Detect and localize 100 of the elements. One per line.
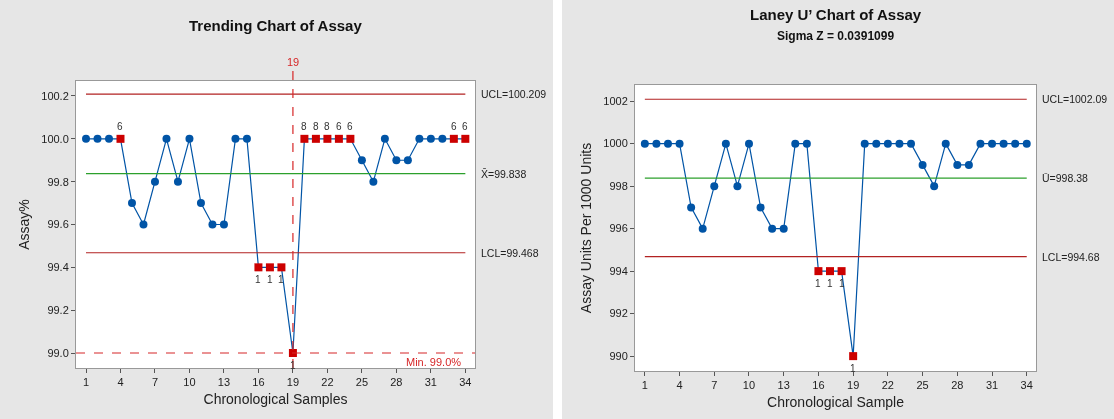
y-tick-label: 99.6 [47, 218, 69, 231]
point [860, 139, 869, 148]
annotation: 1 [290, 360, 296, 371]
point [698, 224, 707, 233]
annotation: 6 [462, 121, 468, 132]
point [895, 139, 904, 148]
x-tick-label: 22 [321, 376, 334, 389]
point [449, 134, 458, 143]
x-tick-label: 28 [951, 379, 964, 392]
point [415, 134, 424, 143]
point [941, 139, 950, 148]
annotation: 1 [850, 363, 856, 374]
annotation: 6 [117, 121, 123, 132]
y-tick-label: 99.2 [47, 304, 69, 317]
y-tick-label: 100.0 [41, 132, 69, 145]
x-tick-label: 19 [847, 379, 860, 392]
point [663, 139, 672, 148]
annotation: 6 [336, 121, 342, 132]
x-tick-label: 7 [711, 379, 718, 392]
y-tick-label: 1000 [603, 137, 628, 150]
point [999, 139, 1008, 148]
x-tick-label: 34 [1020, 379, 1033, 392]
point [976, 139, 985, 148]
ref-line-label: LCL=99.468 [481, 247, 539, 259]
point [872, 139, 881, 148]
annotation: 1 [278, 274, 284, 285]
point [219, 220, 228, 229]
annotation: 1 [827, 278, 833, 289]
x-tick-label: 19 [286, 376, 300, 389]
point [150, 177, 159, 186]
y-tick-label: 99.0 [47, 346, 69, 359]
point [652, 139, 661, 148]
y-tick-label: 1002 [603, 95, 628, 107]
x-tick-label: 34 [459, 376, 472, 389]
point [254, 263, 263, 272]
x-tick-label: 22 [881, 379, 894, 392]
x-axis-title: Chronological Samples [203, 390, 348, 407]
x-tick-label: 16 [252, 376, 265, 389]
point [438, 134, 447, 143]
ref-line-label: LCL=994.68 [1042, 251, 1100, 263]
x-tick-label: 13 [777, 379, 790, 392]
point [675, 139, 684, 148]
point [1011, 139, 1020, 148]
y-tick-label: 994 [609, 264, 628, 277]
point [953, 160, 962, 169]
point [242, 134, 251, 143]
x-tick-label: 16 [812, 379, 825, 392]
point [369, 177, 378, 186]
point [173, 177, 182, 186]
point [802, 139, 811, 148]
point [93, 134, 102, 143]
point [265, 263, 274, 272]
point [461, 134, 470, 143]
point [277, 263, 286, 272]
x-tick-label: 31 [424, 376, 437, 389]
point [779, 224, 788, 233]
point [988, 139, 997, 148]
point [392, 156, 401, 165]
point [1022, 139, 1031, 148]
point [346, 134, 355, 143]
point [82, 134, 90, 143]
point [849, 352, 858, 361]
point [710, 182, 719, 191]
ref-line-label: Ū=998.38 [1042, 172, 1088, 184]
x-tick-label: 10 [183, 376, 196, 389]
annotation: 1 [267, 274, 273, 285]
point [116, 134, 125, 143]
x-tick-label: 28 [390, 376, 403, 389]
point [837, 267, 846, 276]
chart-title: Laney U’ Chart of Assay [750, 6, 922, 23]
annotation: 8 [301, 121, 307, 132]
ref-line-label: X̄=99.838 [481, 168, 527, 180]
point [907, 139, 916, 148]
x-tick-label: 4 [117, 376, 124, 389]
point [744, 139, 753, 148]
x-tick-label: 10 [742, 379, 756, 392]
x-tick-label: 4 [676, 379, 683, 392]
y-tick-label: 99.8 [47, 175, 69, 188]
x-tick-label: 13 [217, 376, 231, 389]
point [930, 182, 939, 191]
point [791, 139, 800, 148]
point [826, 267, 834, 276]
annotation: 6 [347, 121, 353, 132]
point [768, 224, 777, 233]
point [139, 220, 148, 229]
y-axis-title: Assay% [15, 199, 32, 250]
ref-line-label: 19 [287, 56, 300, 68]
annotation: 8 [313, 121, 319, 132]
point [403, 156, 412, 165]
chart-subtitle: Sigma Z = 0.0391099 [777, 29, 895, 43]
x-tick-label: 1 [641, 379, 648, 392]
ref-line-label: UCL=1002.09 [1042, 93, 1108, 105]
point [380, 134, 389, 143]
point [185, 134, 194, 143]
point [733, 182, 742, 191]
x-axis-title: Chronological Sample [767, 393, 905, 410]
ref-line-label: UCL=100.209 [481, 88, 547, 100]
x-tick-label: 31 [985, 379, 999, 392]
point [300, 134, 309, 143]
y-tick-label: 100.2 [41, 89, 69, 102]
